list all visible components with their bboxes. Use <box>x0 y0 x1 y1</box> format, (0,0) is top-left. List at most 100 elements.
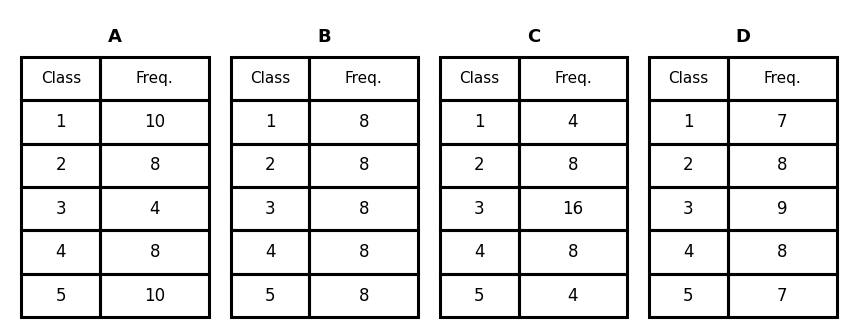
Text: 3: 3 <box>56 200 66 218</box>
Bar <box>728 57 837 100</box>
Bar <box>21 100 100 144</box>
Text: Freq.: Freq. <box>345 71 383 86</box>
Text: 8: 8 <box>359 287 369 305</box>
Bar <box>310 187 419 230</box>
Text: 4: 4 <box>149 200 160 218</box>
Text: 8: 8 <box>568 156 578 174</box>
Text: 1: 1 <box>474 113 485 131</box>
Text: 4: 4 <box>568 113 578 131</box>
Bar <box>21 187 100 230</box>
Text: Class: Class <box>668 71 709 86</box>
Bar <box>439 144 518 187</box>
Bar <box>100 230 209 274</box>
Bar <box>518 144 627 187</box>
Text: 10: 10 <box>144 287 166 305</box>
Bar <box>21 144 100 187</box>
Bar <box>231 57 310 100</box>
Text: Class: Class <box>250 71 290 86</box>
Bar <box>649 274 728 317</box>
Text: Class: Class <box>40 71 81 86</box>
Bar <box>649 100 728 144</box>
Text: 3: 3 <box>264 200 275 218</box>
Bar <box>518 57 627 100</box>
Bar <box>439 274 518 317</box>
Text: 2: 2 <box>474 156 485 174</box>
Text: 1: 1 <box>56 113 66 131</box>
Text: 5: 5 <box>474 287 485 305</box>
Bar <box>728 187 837 230</box>
Bar <box>649 187 728 230</box>
Bar <box>21 57 100 100</box>
Text: 16: 16 <box>563 200 583 218</box>
Bar <box>100 100 209 144</box>
Bar <box>728 274 837 317</box>
Bar <box>100 144 209 187</box>
Text: 2: 2 <box>56 156 66 174</box>
Bar <box>518 100 627 144</box>
Text: 9: 9 <box>776 200 788 218</box>
Text: 8: 8 <box>149 243 160 261</box>
Bar <box>439 57 518 100</box>
Text: 7: 7 <box>776 113 788 131</box>
Text: Freq.: Freq. <box>764 71 801 86</box>
Bar <box>649 57 728 100</box>
Bar <box>518 274 627 317</box>
Text: 8: 8 <box>359 156 369 174</box>
Bar <box>649 144 728 187</box>
Bar <box>439 187 518 230</box>
Text: D: D <box>735 28 750 46</box>
Text: Class: Class <box>459 71 499 86</box>
Bar <box>518 187 627 230</box>
Text: 7: 7 <box>776 287 788 305</box>
Text: 5: 5 <box>683 287 693 305</box>
Bar <box>310 57 419 100</box>
Text: B: B <box>317 28 331 46</box>
Text: 4: 4 <box>265 243 275 261</box>
Text: 1: 1 <box>683 113 693 131</box>
Bar <box>439 100 518 144</box>
Bar <box>231 100 310 144</box>
Text: 4: 4 <box>683 243 693 261</box>
Text: 8: 8 <box>568 243 578 261</box>
Text: 4: 4 <box>56 243 66 261</box>
Bar <box>728 144 837 187</box>
Text: 2: 2 <box>683 156 693 174</box>
Text: 8: 8 <box>776 243 788 261</box>
Bar <box>649 230 728 274</box>
Bar <box>100 57 209 100</box>
Bar <box>100 274 209 317</box>
Bar <box>310 274 419 317</box>
Text: 8: 8 <box>359 243 369 261</box>
Bar <box>310 100 419 144</box>
Bar <box>231 274 310 317</box>
Bar <box>231 144 310 187</box>
Text: 8: 8 <box>149 156 160 174</box>
Bar <box>310 230 419 274</box>
Text: Freq.: Freq. <box>136 71 173 86</box>
Bar <box>21 230 100 274</box>
Bar <box>310 144 419 187</box>
Text: 3: 3 <box>474 200 485 218</box>
Text: 5: 5 <box>56 287 66 305</box>
Text: 4: 4 <box>568 287 578 305</box>
Text: 8: 8 <box>359 113 369 131</box>
Text: 2: 2 <box>264 156 275 174</box>
Text: 10: 10 <box>144 113 166 131</box>
Text: 4: 4 <box>474 243 485 261</box>
Bar <box>231 187 310 230</box>
Bar <box>231 230 310 274</box>
Text: Freq.: Freq. <box>554 71 592 86</box>
Text: A: A <box>108 28 122 46</box>
Text: C: C <box>527 28 541 46</box>
Text: 8: 8 <box>359 200 369 218</box>
Bar <box>518 230 627 274</box>
Text: 8: 8 <box>776 156 788 174</box>
Bar <box>100 187 209 230</box>
Text: 1: 1 <box>264 113 275 131</box>
Bar <box>21 274 100 317</box>
Bar <box>439 230 518 274</box>
Text: 5: 5 <box>265 287 275 305</box>
Bar <box>728 100 837 144</box>
Bar <box>728 230 837 274</box>
Text: 3: 3 <box>683 200 693 218</box>
